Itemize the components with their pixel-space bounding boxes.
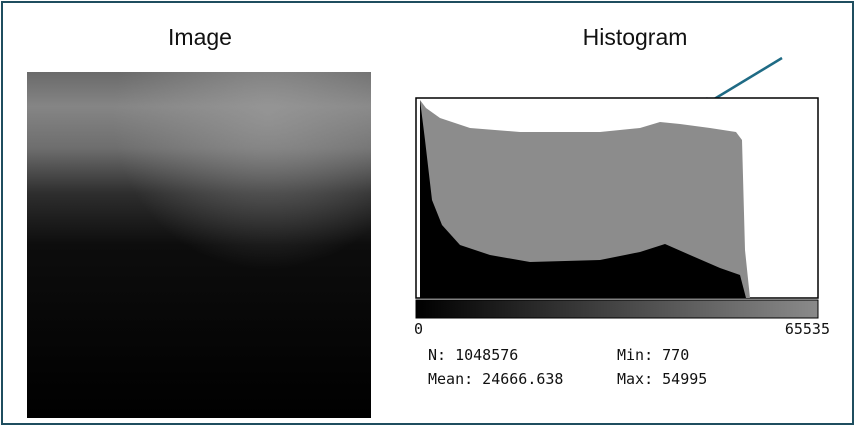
histogram-title: Histogram — [583, 24, 688, 50]
colorbar — [416, 300, 818, 318]
figure: Image Histogram 0 65535 N: 1048576 Min: … — [0, 0, 856, 427]
stat-max: Max: 54995 — [617, 370, 707, 388]
axis-min: 0 — [414, 320, 423, 338]
image-glow — [27, 72, 371, 418]
stat-min: Min: 770 — [617, 346, 689, 364]
image-title: Image — [168, 24, 232, 50]
stat-n: N: 1048576 — [428, 346, 518, 364]
stat-mean: Mean: 24666.638 — [428, 370, 563, 388]
axis-max: 65535 — [785, 320, 830, 338]
